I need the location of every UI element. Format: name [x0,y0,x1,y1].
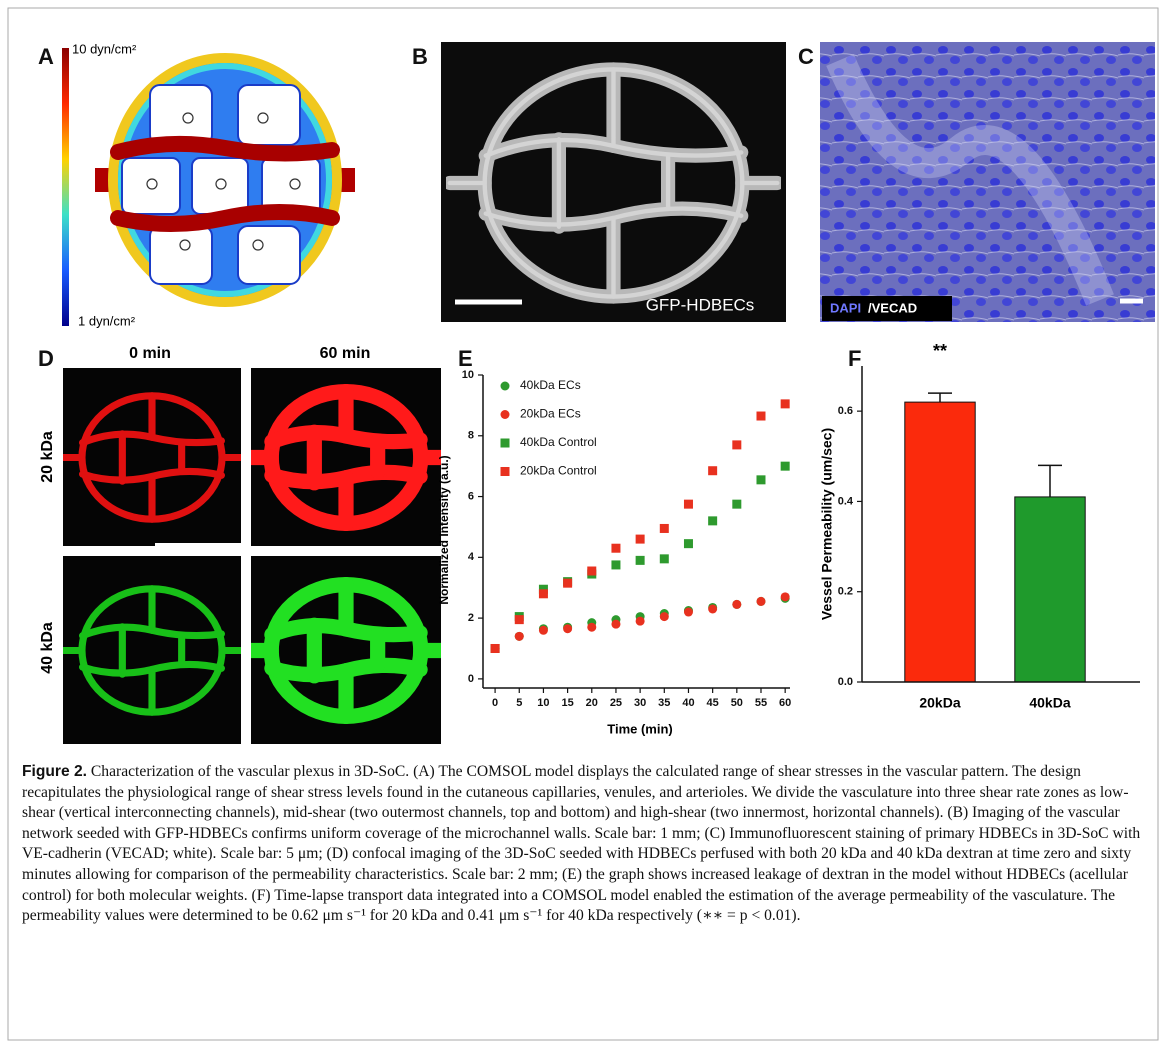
y-axis-label: Normalized Intensity (a.u.) [437,455,451,604]
panel-label: A [38,44,54,69]
x-tick-label: 5 [516,697,522,709]
data-point [732,600,741,609]
data-point [587,623,596,632]
y-tick-label: 0.4 [838,495,854,507]
x-tick-label: 45 [707,697,719,709]
error-bar [928,393,952,402]
x-tick-label: 60 [779,697,791,709]
data-point [539,626,548,635]
x-tick-label: 40kDa [1029,695,1070,711]
x-tick-label: 15 [561,697,573,709]
legend-marker [501,410,510,419]
x-tick-label: 20kDa [919,695,960,711]
y-tick-label: 0.2 [838,586,853,598]
data-point [636,617,645,626]
data-point [539,589,548,598]
y-tick-label: 4 [468,551,475,563]
x-tick-label: 20 [586,697,598,709]
data-point [708,516,717,525]
page: 10 dyn/cm² 1 dyn/cm² GFP-HDBECs DAPI /VE… [0,0,1167,1050]
legend-marker [501,439,510,448]
bar [905,402,975,682]
error-bar [1038,465,1062,497]
panel-d-image [63,368,441,744]
colorbar-max-label: 10 dyn/cm² [72,41,137,56]
x-tick-label: 10 [537,697,549,709]
panel-label: C [798,44,814,69]
y-tick-label: 6 [468,490,474,502]
x-tick-label: 50 [731,697,743,709]
panel-label: B [412,44,428,69]
data-point [732,440,741,449]
data-point [708,604,717,613]
legend-label: 20kDa ECs [520,407,581,421]
data-point [611,544,620,553]
data-point [563,579,572,588]
column-label: 0 min [129,345,171,362]
caption-text: Characterization of the vascular plexus … [22,763,1140,924]
data-point [781,399,790,408]
data-point [732,500,741,509]
y-tick-label: 0.0 [838,676,853,688]
data-point [611,560,620,569]
data-point [563,624,572,633]
legend-label: 40kDa ECs [520,378,581,392]
data-point [684,500,693,509]
data-point [660,524,669,533]
data-point [587,567,596,576]
data-point [660,554,669,563]
data-point [515,632,524,641]
bar [1015,497,1085,682]
significance-annotation: ** [933,341,947,361]
data-point [684,608,693,617]
data-point [756,597,765,606]
data-point [636,556,645,565]
data-point [684,539,693,548]
y-tick-label: 10 [462,369,474,381]
y-tick-label: 0.6 [838,405,853,417]
panel-c-image [820,42,1155,322]
legend-label: 40kDa Control [520,435,597,449]
x-tick-label: 25 [610,697,622,709]
y-tick-label: 2 [468,612,474,624]
x-axis-label: Time (min) [607,721,673,736]
data-point [756,475,765,484]
data-point [491,644,500,653]
data-point [708,466,717,475]
legend-marker [501,467,510,476]
data-point [781,592,790,601]
row-label: 20 kDa [39,431,56,483]
panel-b-image [441,42,786,322]
y-tick-label: 8 [468,430,474,442]
data-point [636,535,645,544]
data-point [611,620,620,629]
data-point [660,612,669,621]
image-label: GFP-HDBECs [646,295,755,314]
caption-label: Figure 2. [22,763,87,780]
data-point [756,412,765,421]
data-point [781,462,790,471]
y-tick-label: 0 [468,673,474,685]
x-tick-label: 30 [634,697,646,709]
stain-label: DAPI [830,300,861,315]
caption: Figure 2. Characterization of the vascul… [22,762,1144,927]
x-tick-label: 0 [492,697,498,709]
panel-label: E [458,346,473,371]
stain-label: /VECAD [868,300,917,315]
x-tick-label: 55 [755,697,767,709]
colorbar-min-label: 1 dyn/cm² [78,313,136,328]
x-tick-label: 40 [682,697,694,709]
row-label: 40 kDa [39,622,56,674]
x-tick-label: 35 [658,697,670,709]
data-point [515,615,524,624]
panel-label: F [848,346,861,371]
column-label: 60 min [320,345,371,362]
y-axis-label: Vessel Permeability (um/sec) [819,428,835,620]
legend-marker [501,382,510,391]
legend-label: 20kDa Control [520,464,597,478]
panel-label: D [38,346,54,371]
panel-a-image [62,48,355,326]
